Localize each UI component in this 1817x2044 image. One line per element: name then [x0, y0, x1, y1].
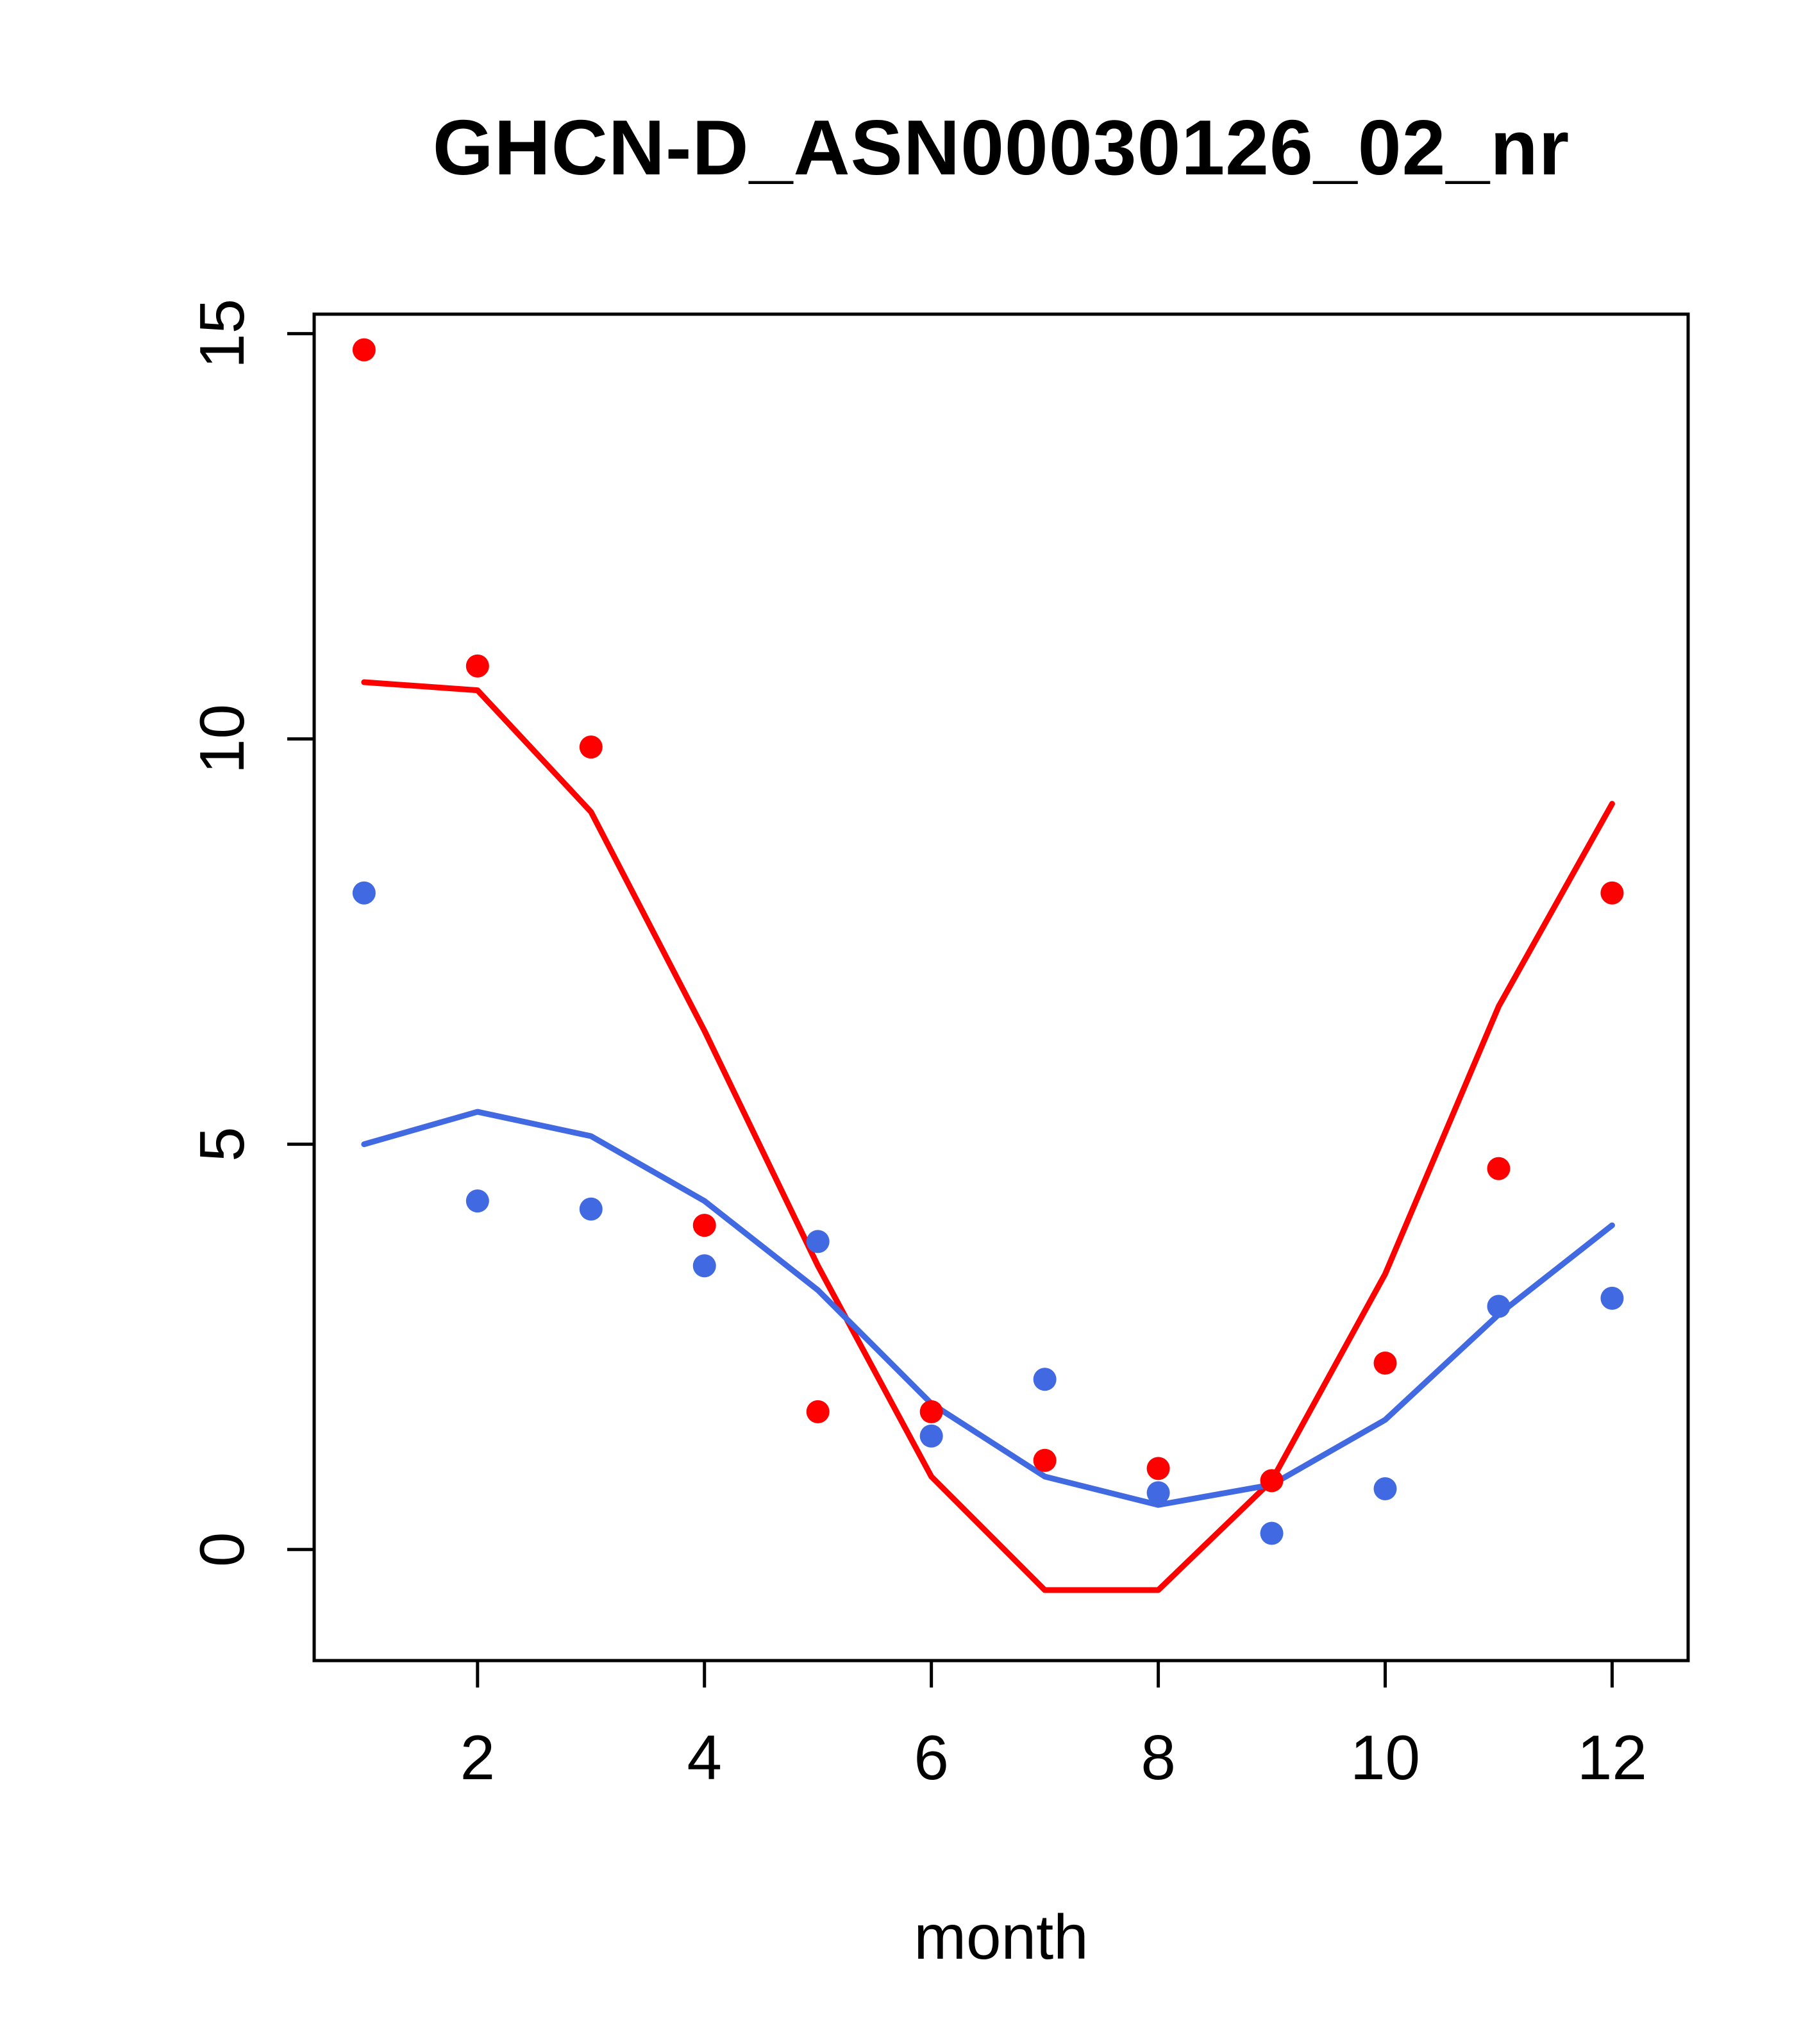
data-point-blue-points	[1146, 1481, 1170, 1505]
y-tick-label: 0	[187, 1532, 257, 1568]
data-point-blue-points	[1487, 1294, 1511, 1318]
data-point-blue-points	[352, 881, 376, 905]
data-point-blue-points	[806, 1230, 830, 1253]
x-tick-label: 2	[460, 1722, 496, 1793]
data-point-red-points	[1600, 881, 1624, 905]
data-point-blue-points	[1600, 1286, 1624, 1310]
data-point-red-points	[1260, 1469, 1284, 1493]
plot-border	[312, 312, 1690, 1663]
data-point-red-points	[1487, 1157, 1511, 1180]
data-point-red-points	[1373, 1352, 1397, 1375]
y-tick-label: 5	[187, 1127, 257, 1162]
x-tick-label: 8	[1141, 1722, 1176, 1793]
series-blue-line	[361, 1109, 1615, 1508]
data-point-red-points	[352, 338, 376, 362]
data-point-red-points	[692, 1214, 716, 1237]
page-title: GHCN-D_ASN00030126_02_nr	[432, 104, 1570, 191]
data-point-blue-points	[919, 1424, 943, 1448]
x-tick-label: 6	[914, 1722, 949, 1793]
data-point-red-points	[1146, 1457, 1170, 1480]
data-point-blue-points	[1260, 1521, 1284, 1545]
x-axis-label: month	[914, 1902, 1089, 1972]
data-point-blue-points	[1033, 1368, 1057, 1391]
data-point-red-points	[1033, 1448, 1057, 1472]
data-point-blue-points	[465, 1189, 489, 1213]
x-tick-label: 4	[687, 1722, 722, 1793]
y-tick-label: 10	[187, 704, 257, 774]
data-point-red-points	[465, 654, 489, 678]
data-point-red-points	[579, 735, 603, 759]
data-point-red-points	[919, 1400, 943, 1423]
series-red-line	[361, 679, 1615, 1593]
data-point-blue-points	[579, 1197, 603, 1221]
y-tick-label: 15	[187, 299, 257, 369]
data-point-blue-points	[1373, 1477, 1397, 1500]
data-point-red-points	[806, 1400, 830, 1423]
data-point-blue-points	[692, 1254, 716, 1278]
x-tick-label: 12	[1577, 1722, 1647, 1793]
x-tick-label: 10	[1350, 1722, 1420, 1793]
